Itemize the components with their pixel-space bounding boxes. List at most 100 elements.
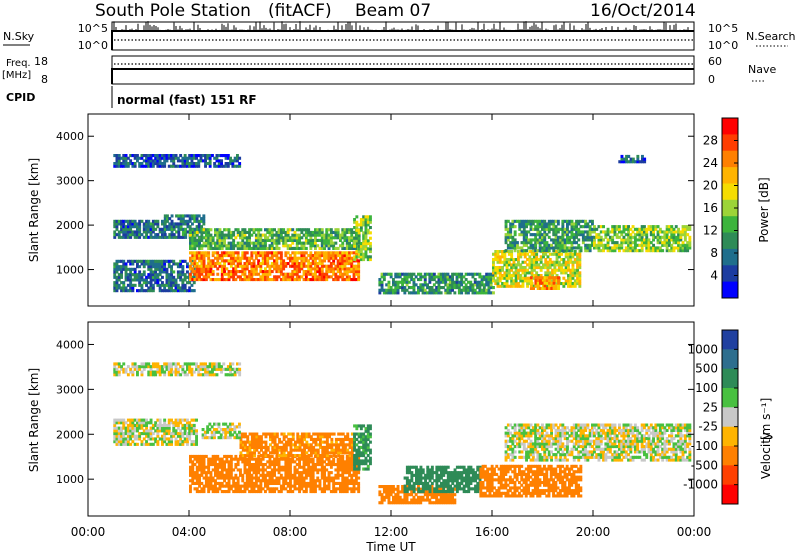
power-cell	[172, 259, 176, 263]
power-cell	[545, 278, 549, 282]
power-cell	[250, 262, 254, 266]
power-cell	[343, 238, 347, 242]
power-cell	[177, 214, 181, 218]
power-cell	[339, 262, 342, 266]
power-cell	[174, 154, 178, 158]
velocity-cell	[165, 437, 169, 441]
power-cell	[257, 272, 261, 276]
power-cell	[117, 286, 121, 290]
velocity-cell	[302, 468, 306, 472]
power-cell	[223, 262, 226, 266]
power-cell	[291, 238, 295, 242]
power-cell	[509, 233, 513, 237]
power-cell	[298, 236, 301, 240]
power-cell	[195, 256, 199, 260]
power-cell	[142, 281, 146, 285]
power-cell	[541, 276, 545, 280]
velocity-cell	[211, 476, 215, 480]
power-cell	[560, 282, 564, 286]
power-cell	[181, 267, 185, 271]
velocity-cell	[147, 432, 151, 436]
power-cell	[193, 256, 197, 260]
power-cell	[677, 241, 680, 245]
velocity-cell	[198, 460, 201, 464]
velocity-cell	[268, 476, 272, 480]
velocity-cell	[248, 440, 252, 444]
power-cell	[394, 288, 398, 292]
velocity-cell	[282, 443, 286, 447]
power-cell	[505, 276, 509, 280]
power-cell	[325, 270, 329, 274]
power-cell	[179, 164, 183, 168]
power-cell	[126, 219, 130, 223]
velocity-cell	[252, 487, 256, 491]
velocity-cell	[248, 454, 252, 458]
power-cell	[248, 278, 251, 282]
power-cell	[487, 280, 491, 284]
velocity-cell	[239, 432, 243, 436]
power-cell	[561, 241, 565, 245]
power-cell	[595, 227, 599, 231]
power-cell	[550, 227, 553, 231]
power-cell	[412, 291, 416, 295]
power-cell	[476, 291, 479, 295]
power-cell	[227, 254, 231, 258]
power-cell	[387, 280, 391, 284]
velocity-cell	[186, 437, 189, 441]
power-cell	[633, 235, 637, 239]
velocity-cell	[295, 457, 299, 461]
power-cell	[325, 251, 329, 255]
power-cell	[316, 233, 320, 237]
velocity-cell	[320, 487, 324, 491]
power-cell	[156, 259, 160, 263]
power-cell	[138, 219, 142, 223]
velocity-cell	[183, 429, 187, 433]
power-cell	[323, 254, 326, 258]
power-cell	[551, 260, 554, 264]
power-cell	[510, 279, 514, 283]
power-cell	[570, 219, 574, 223]
velocity-cell	[207, 471, 211, 475]
power-cell	[314, 238, 317, 242]
power-cell	[645, 235, 649, 239]
power-cell	[550, 243, 553, 247]
power-cell	[652, 249, 655, 253]
power-cell	[156, 273, 160, 277]
power-cell	[163, 159, 167, 163]
velocity-cell	[277, 479, 281, 483]
velocity-cell	[136, 429, 139, 433]
velocity-cell	[248, 490, 251, 494]
power-cell	[126, 273, 130, 277]
power-cell	[200, 256, 204, 260]
power-cell	[355, 220, 359, 224]
velocity-cell	[211, 479, 215, 483]
velocity-cell	[253, 451, 256, 455]
power-cell	[122, 286, 126, 290]
power-cell	[387, 288, 391, 292]
velocity-cell	[133, 434, 137, 438]
power-cell	[268, 230, 272, 234]
power-colorbar-swatch	[722, 167, 738, 184]
velocity-cell	[239, 471, 242, 475]
power-cell	[364, 239, 368, 243]
power-cell	[195, 162, 198, 166]
power-cell	[522, 227, 526, 231]
power-cell	[545, 225, 549, 229]
velocity-cell	[140, 440, 144, 444]
power-cell	[191, 256, 195, 260]
velocity-cell	[348, 465, 351, 469]
power-cell	[672, 246, 676, 250]
velocity-cell	[225, 484, 229, 488]
power-cell	[627, 225, 630, 229]
velocity-cell	[195, 481, 199, 485]
power-cell	[142, 154, 146, 158]
power-cell	[214, 233, 217, 237]
power-cell	[252, 278, 256, 282]
power-cell	[252, 272, 256, 276]
power-cell	[217, 159, 221, 163]
velocity-cell	[246, 445, 250, 449]
power-cell	[147, 289, 151, 293]
power-cell	[124, 154, 128, 158]
power-cell	[198, 264, 201, 268]
power-cell	[569, 279, 573, 283]
